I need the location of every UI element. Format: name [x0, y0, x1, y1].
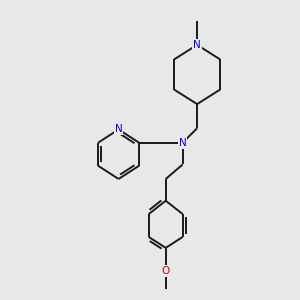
Text: N: N — [193, 40, 201, 50]
Text: N: N — [115, 124, 122, 134]
Text: N: N — [179, 138, 187, 148]
Text: O: O — [162, 266, 170, 276]
